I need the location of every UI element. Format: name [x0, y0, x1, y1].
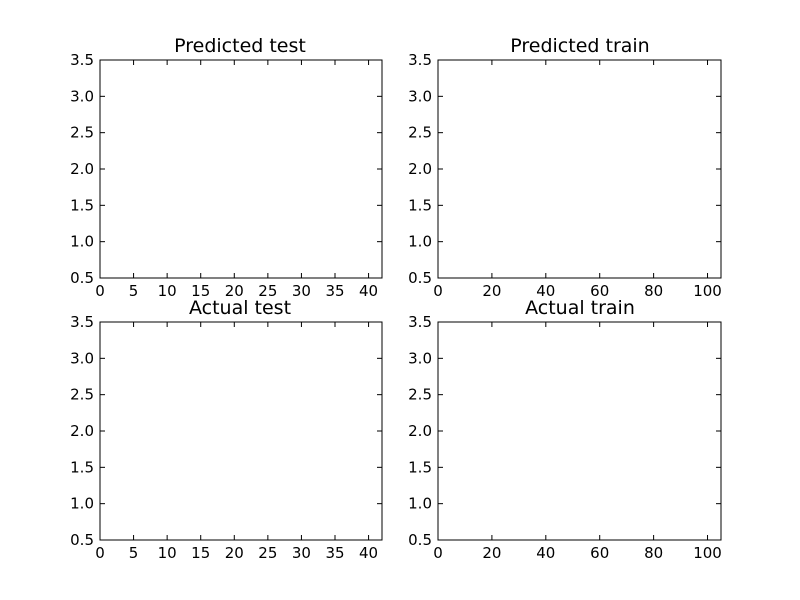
x-tick-label: 20 — [482, 544, 501, 562]
x-tick-label: 40 — [536, 544, 555, 562]
y-tick-label: 1.0 — [70, 233, 94, 251]
x-tick-label: 80 — [644, 544, 663, 562]
y-tick-label: 3.5 — [70, 51, 94, 69]
y-tick-label: 1.5 — [408, 458, 432, 476]
x-tick-label: 20 — [482, 282, 501, 300]
x-tick-label: 25 — [258, 282, 277, 300]
x-tick-label: 20 — [225, 544, 244, 562]
y-tick-label: 0.5 — [408, 269, 432, 287]
y-tick-label: 2.5 — [70, 124, 94, 142]
x-tick-label: 60 — [590, 282, 609, 300]
y-tick-label: 2.0 — [70, 422, 94, 440]
panel-predicted-train: 0 20 40 60 80 100 0.5 1.0 1.5 2.0 2.5 3.0 3.5 Predict… — [408, 35, 722, 300]
x-tick-label: 35 — [325, 544, 344, 562]
y-tick-label: 0.5 — [70, 531, 94, 549]
panel-title: Predicted test — [174, 35, 306, 57]
y-tick-label: 1.5 — [70, 458, 94, 476]
panel-title: Predicted train — [510, 35, 649, 57]
y-tick-label: 1.0 — [408, 495, 432, 513]
x-tick-label: 30 — [292, 282, 311, 300]
y-tick-label: 3.5 — [408, 51, 432, 69]
y-tick-label: 2.0 — [408, 160, 432, 178]
panel-title: Actual train — [525, 297, 635, 319]
x-tick-label: 10 — [158, 544, 177, 562]
y-tick-label: 1.0 — [408, 233, 432, 251]
y-tick-label: 3.5 — [408, 313, 432, 331]
y-tick-label: 1.0 — [70, 495, 94, 513]
x-tick-label: 100 — [693, 544, 722, 562]
x-tick-label: 5 — [129, 282, 139, 300]
panel-predicted-test: 0 5 10 15 20 25 30 35 40 0.5 1.0 1.5 2.0 2.5 3.0 3.5 Pre… — [70, 35, 383, 300]
x-tick-label: 5 — [129, 544, 139, 562]
y-tick-label: 3.5 — [70, 313, 94, 331]
y-tick-label: 2.5 — [70, 386, 94, 404]
y-tick-label: 1.5 — [70, 196, 94, 214]
y-tick-label: 3.0 — [70, 349, 94, 367]
x-tick-label: 80 — [644, 282, 663, 300]
axes-frame — [99, 321, 383, 541]
x-tick-label: 30 — [292, 544, 311, 562]
x-tick-label: 0 — [95, 544, 105, 562]
y-tick-label: 0.5 — [408, 531, 432, 549]
x-tick-label: 35 — [325, 282, 344, 300]
panel-title: Actual test — [189, 297, 291, 319]
x-tick-label: 60 — [590, 544, 609, 562]
y-tick-label: 2.0 — [70, 160, 94, 178]
y-tick-label: 3.0 — [408, 87, 432, 105]
y-tick-label: 0.5 — [70, 269, 94, 287]
y-tick-label: 1.5 — [408, 196, 432, 214]
x-tick-label: 15 — [191, 282, 210, 300]
y-tick-label: 3.0 — [408, 349, 432, 367]
x-tick-label: 40 — [536, 282, 555, 300]
x-tick-label: 40 — [359, 544, 378, 562]
panel-actual-train: 0 20 40 60 80 100 0.5 1.0 1.5 2.0 2.5 3.0 3.5 Actual … — [408, 297, 722, 562]
axes-frame — [437, 59, 722, 279]
x-tick-label: 20 — [225, 282, 244, 300]
x-tick-label: 40 — [359, 282, 378, 300]
axes-frame — [99, 59, 383, 279]
y-tick-label: 2.5 — [408, 386, 432, 404]
axes-frame — [437, 321, 722, 541]
y-tick-label: 2.5 — [408, 124, 432, 142]
panel-actual-test: 0 5 10 15 20 25 30 35 40 0.5 1.0 1.5 2.0 2.5 3.0 3.5 Act… — [70, 297, 383, 562]
y-tick-label: 3.0 — [70, 87, 94, 105]
x-tick-label: 0 — [433, 282, 443, 300]
x-tick-label: 0 — [433, 544, 443, 562]
y-tick-label: 2.0 — [408, 422, 432, 440]
x-tick-label: 15 — [191, 544, 210, 562]
x-tick-label: 25 — [258, 544, 277, 562]
x-tick-label: 0 — [95, 282, 105, 300]
x-tick-label: 100 — [693, 282, 722, 300]
x-tick-label: 10 — [158, 282, 177, 300]
